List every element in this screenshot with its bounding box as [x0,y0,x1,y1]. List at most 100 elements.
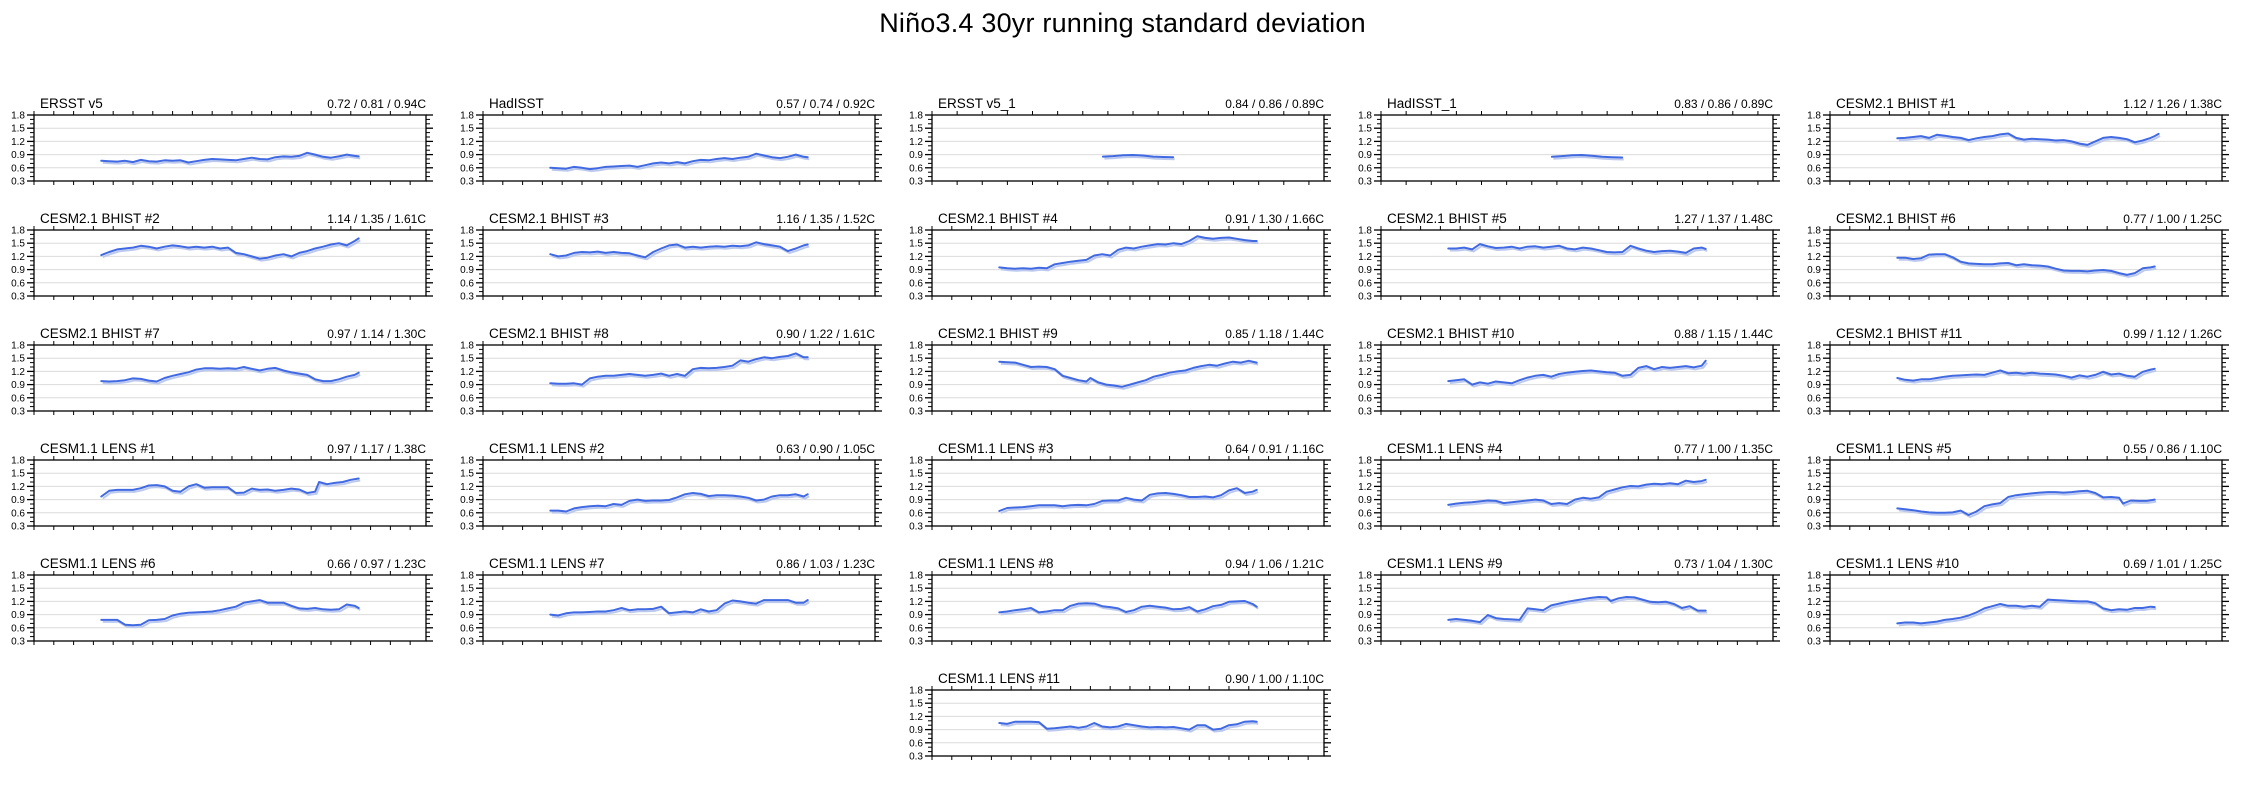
y-tick-label: 0.3 [11,637,25,648]
plot-border [33,344,427,412]
panel-cesm2-1-bhist-10: 0.3 0.6 0.9 1.2 1.5 1.8 CESM2.1 BHIST #10 0.88 … [1347,318,1796,433]
y-tick-label: 0.3 [909,177,923,188]
series-line [549,352,809,386]
series-line [549,152,809,171]
panel-cesm2-1-bhist-8: 0.3 0.6 0.9 1.2 1.5 1.8 CESM2.1 BHIST #8 0.90 /… [449,318,898,433]
plot-border [931,574,1325,642]
y-tick-label: 0.9 [460,150,474,161]
series-line [998,359,1258,388]
y-tick-label: 0.9 [1358,265,1372,276]
panel-title: CESM1.1 LENS #1 [40,441,156,456]
plot-border [482,229,876,297]
series-shadow-line [1449,245,1708,256]
plot-border [482,459,876,527]
panel-title: CESM2.1 BHIST #1 [1836,96,1956,111]
y-tick-label: 0.3 [460,407,474,418]
panel-chart: 0.3 0.6 0.9 1.2 1.5 1.8 CESM2.1 BHIST #4 0.91 /… [909,211,1331,303]
panel-title: CESM1.1 LENS #4 [1387,441,1503,456]
y-tick-label: 1.2 [11,252,25,263]
panel-stats: 0.77 / 1.00 / 1.25C [2123,212,2222,226]
panel-title: ERSST v5 [40,96,103,111]
y-tick-label: 0.9 [909,610,923,621]
y-tick-label: 0.3 [11,292,25,303]
plot-border [33,114,427,182]
y-tick-label: 1.8 [1358,111,1372,122]
y-tick-label: 1.2 [1807,137,1821,148]
y-tick-label: 1.8 [460,456,474,467]
panel-title: CESM2.1 BHIST #4 [938,211,1058,226]
y-tick-label: 0.6 [909,738,923,749]
series-line [1447,596,1707,624]
y-tick-label: 1.2 [1807,597,1821,608]
panel-chart: 0.3 0.6 0.9 1.2 1.5 1.8 ERSST v5 0.72 / 0.81 / … [11,96,433,188]
y-tick-label: 1.5 [1807,239,1821,250]
y-tick-label: 1.2 [1807,252,1821,263]
plot-border [1829,114,2223,182]
y-tick-label: 0.6 [11,278,25,289]
panel-stats: 0.85 / 1.18 / 1.44C [1225,327,1324,341]
panel-stats: 0.83 / 0.86 / 0.89C [1674,97,1773,111]
panel-hadisst: 0.3 0.6 0.9 1.2 1.5 1.8 HadISST 0.57 / 0.74 / 0… [449,88,898,203]
plot-border [1829,574,2223,642]
panel-stats: 0.88 / 1.15 / 1.44C [1674,327,1773,341]
y-tick-label: 0.9 [1807,380,1821,391]
y-tick-label: 1.5 [11,584,25,595]
y-tick-label: 0.9 [460,495,474,506]
y-tick-label: 0.6 [1358,278,1372,289]
series-line [549,241,809,259]
panel-cesm2-1-bhist-9: 0.3 0.6 0.9 1.2 1.5 1.8 CESM2.1 BHIST #9 0.85 /… [898,318,1347,433]
figure-header: Niño3.4 30yr running standard deviation [0,0,2245,88]
panel-stats: 0.69 / 1.01 / 1.25C [2123,557,2222,571]
panel-stats: 0.84 / 0.86 / 0.89C [1225,97,1324,111]
y-tick-label: 1.8 [1358,226,1372,237]
y-tick-label: 1.2 [460,367,474,378]
plot-border [1380,344,1774,412]
y-tick-label: 1.5 [909,124,923,135]
y-tick-label: 0.6 [1807,393,1821,404]
y-tick-label: 1.8 [909,456,923,467]
panel-stats: 0.63 / 0.90 / 1.05C [776,442,875,456]
y-tick-label: 0.9 [909,150,923,161]
panel-stats: 0.97 / 1.14 / 1.30C [327,327,426,341]
panel-cesm2-1-bhist-2: 0.3 0.6 0.9 1.2 1.5 1.8 CESM2.1 BHIST #2 1.14 /… [0,203,449,318]
y-tick-label: 1.2 [1358,367,1372,378]
panel-title: CESM2.1 BHIST #7 [40,326,160,341]
y-tick-label: 1.5 [1807,584,1821,595]
panel-chart: 0.3 0.6 0.9 1.2 1.5 1.8 CESM2.1 BHIST #3 1.16 /… [460,211,882,303]
y-tick-label: 0.3 [460,522,474,533]
panel-stats: 0.72 / 0.81 / 0.94C [327,97,426,111]
y-tick-label: 0.3 [909,637,923,648]
series-line [998,487,1258,512]
series-line [1896,253,2156,276]
panel-cesm2-1-bhist-7: 0.3 0.6 0.9 1.2 1.5 1.8 CESM2.1 BHIST #7 0.97 /… [0,318,449,433]
panel-chart: 0.3 0.6 0.9 1.2 1.5 1.8 CESM1.1 LENS #4 0.77 / … [1358,441,1780,533]
series-shadow-line [1104,155,1175,161]
series-shadow-line [1000,237,1259,272]
y-tick-label: 1.5 [11,469,25,480]
series-shadow-line [1449,480,1708,508]
y-tick-label: 0.3 [1807,292,1821,303]
panel-title: CESM2.1 BHIST #6 [1836,211,1956,226]
y-tick-label: 0.3 [11,522,25,533]
plot-border [33,574,427,642]
y-tick-label: 0.9 [11,265,25,276]
panel-title: ERSST v5_1 [938,96,1016,111]
panel-title: CESM2.1 BHIST #2 [40,211,160,226]
plot-border [1380,114,1774,182]
panel-chart: 0.3 0.6 0.9 1.2 1.5 1.8 CESM1.1 LENS #11 0.90 /… [909,671,1331,763]
y-tick-label: 0.6 [11,508,25,519]
y-tick-label: 1.2 [11,482,25,493]
panel-title: CESM2.1 BHIST #9 [938,326,1058,341]
series-shadow-line [1898,134,2161,148]
y-tick-label: 1.2 [11,137,25,148]
y-tick-label: 1.8 [11,226,25,237]
series-line [1896,489,2156,516]
series-line [998,600,1258,614]
y-tick-label: 1.5 [11,239,25,250]
panel-chart: 0.3 0.6 0.9 1.2 1.5 1.8 HadISST 0.57 / 0.74 / 0… [460,96,882,188]
y-tick-label: 0.6 [1807,508,1821,519]
y-tick-label: 1.2 [1807,367,1821,378]
plot-border [1380,229,1774,297]
y-tick-label: 0.3 [1807,637,1821,648]
panel-chart: 0.3 0.6 0.9 1.2 1.5 1.8 CESM2.1 BHIST #5 1.27 /… [1358,211,1780,303]
